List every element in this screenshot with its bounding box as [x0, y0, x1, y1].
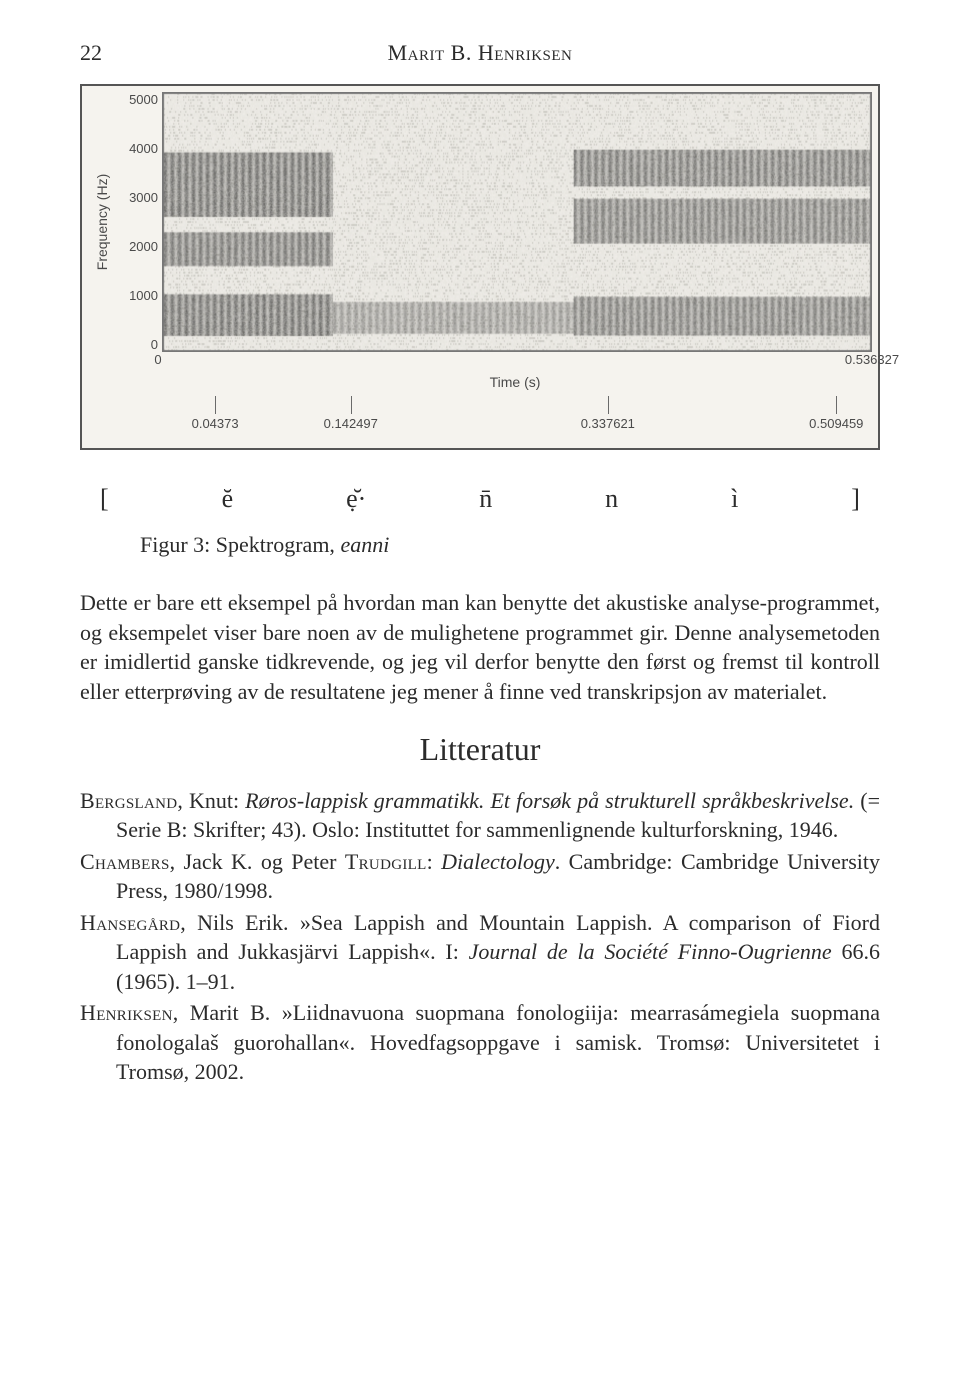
ipa-open-bracket: [	[100, 484, 109, 514]
bib-text: :	[427, 849, 442, 874]
ytick: 3000	[129, 190, 158, 205]
bib-entry: Hansegård, Nils Erik. »Sea Lappish and M…	[80, 908, 880, 996]
ipa-segment: n	[605, 484, 618, 514]
body-paragraph: Dette er bare ett eksempel på hvordan ma…	[80, 588, 880, 707]
page-number: 22	[80, 40, 120, 66]
marker-tick	[608, 396, 609, 414]
spectrogram-canvas	[162, 92, 872, 352]
marker-tick	[215, 396, 216, 414]
marker-label: 0.509459	[809, 416, 863, 431]
ytick: 5000	[129, 92, 158, 107]
x-limit-right: 0.536327	[845, 352, 899, 367]
ipa-segment: ì	[731, 484, 738, 514]
bib-author: Bergsland	[80, 788, 177, 813]
ytick: 4000	[129, 141, 158, 156]
bib-italic: Journal de la Société Finno-Ougrienne	[469, 939, 832, 964]
ipa-segment: n̄	[479, 484, 492, 514]
ipa-segment: ĕ	[222, 484, 234, 514]
x-label-row: Time (s)	[88, 374, 872, 396]
bib-entry: Bergsland, Knut: Røros-lappisk grammatik…	[80, 786, 880, 845]
ytick: 1000	[129, 288, 158, 303]
ytick: 2000	[129, 239, 158, 254]
bib-author: Henriksen	[80, 1000, 173, 1025]
y-axis-label: Frequency (Hz)	[94, 174, 110, 270]
ipa-close-bracket: ]	[851, 484, 860, 514]
bib-author: Hansegård	[80, 910, 180, 935]
running-head: 22 Marit B. Henriksen	[80, 40, 880, 66]
marker-tick	[836, 396, 837, 414]
bib-author: Chambers	[80, 849, 170, 874]
bib-text: , Knut:	[177, 788, 245, 813]
spectrogram-row: Frequency (Hz) 5000 4000 3000 2000 1000 …	[88, 92, 872, 352]
y-ticks: 5000 4000 3000 2000 1000 0	[116, 92, 162, 352]
bib-entry: Chambers, Jack K. og Peter Trudgill: Dia…	[80, 847, 880, 906]
bib-text: , Marit B. »Liidnavuona suopmana fonolog…	[116, 1000, 880, 1084]
spectrogram-plot-column	[162, 92, 872, 352]
bib-author-secondary: Trudgill	[345, 849, 427, 874]
x-limit-left: 0	[154, 352, 161, 367]
figure-caption: Figur 3: Spektrogram, eanni	[80, 522, 880, 588]
figure-caption-label: Figur 3: Spektrogram,	[140, 532, 340, 557]
bib-entry: Henriksen, Marit B. »Liidnavuona suopman…	[80, 998, 880, 1086]
bibliography: Bergsland, Knut: Røros-lappisk grammatik…	[80, 786, 880, 1087]
figure-caption-italic: eanni	[340, 532, 389, 557]
marker-label: 0.337621	[581, 416, 635, 431]
ylabel-column: Frequency (Hz)	[88, 92, 116, 352]
ytick: 0	[151, 337, 158, 352]
bib-italic: Røros-lappisk grammatikk. Et forsøk på s…	[245, 788, 854, 813]
running-head-author: Marit B. Henriksen	[120, 40, 840, 66]
x-axis-label: Time (s)	[158, 374, 872, 396]
marker-tick	[351, 396, 352, 414]
marker-label: 0.142497	[324, 416, 378, 431]
litteratur-heading: Litteratur	[80, 731, 880, 768]
spectrogram-frame: Frequency (Hz) 5000 4000 3000 2000 1000 …	[80, 84, 880, 450]
page: 22 Marit B. Henriksen Frequency (Hz) 500…	[0, 0, 960, 1148]
marker-row: 0.04373 0.142497 0.337621 0.509459	[88, 396, 872, 442]
ipa-transcription-row: [ ĕ ẹ̆· n̄ n ì ]	[80, 450, 880, 522]
bib-text: , Jack K. og Peter	[170, 849, 345, 874]
x-limit-row: 0 0.536327	[88, 352, 872, 374]
ipa-segment: ẹ̆·	[346, 484, 366, 514]
marker-label: 0.04373	[192, 416, 239, 431]
bib-italic: Dialectology	[441, 849, 555, 874]
